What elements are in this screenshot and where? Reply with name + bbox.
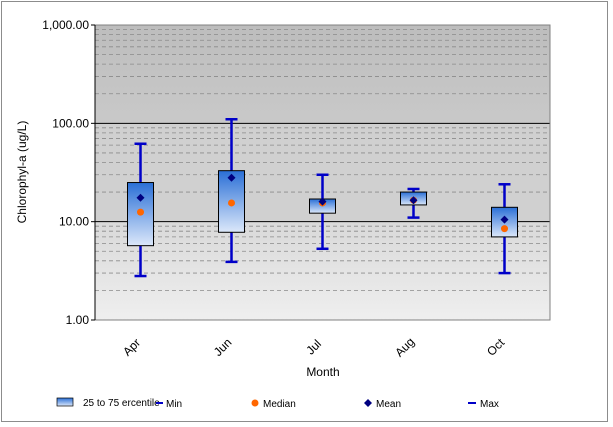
x-axis-ticks: Apr Jun Jul Aug Oct: [120, 335, 508, 360]
y-tick-label: 1.00: [66, 313, 90, 327]
mean-point: [136, 193, 145, 202]
y-axis-title: Chlorophyl-a (ug/L): [15, 121, 29, 224]
y-tick-label: 10.00: [59, 215, 89, 229]
mean-point: [500, 215, 509, 224]
legend-mean-label: Mean: [376, 399, 401, 410]
x-tick-label: Jun: [211, 335, 235, 359]
box-marks: [127, 118, 518, 278]
y-tick-label: 1,000.00: [42, 18, 89, 32]
x-tick-label: Jul: [303, 337, 324, 358]
y-axis-ticks: 1.00 10.00 100.00 1,000.00: [42, 18, 95, 327]
plot-band-upper: [95, 25, 550, 124]
legend-box-label: 25 to 75 ercentile: [83, 398, 160, 409]
x-tick-label: Apr: [120, 336, 143, 359]
median-point: [137, 208, 144, 216]
legend-mean-marker: [364, 399, 372, 407]
x-axis-title: Month: [306, 365, 339, 379]
x-tick-label: Oct: [484, 335, 508, 359]
legend-box-swatch: [56, 397, 74, 407]
legend-median-label: Median: [263, 399, 296, 410]
mean-point: [318, 197, 327, 206]
mean-point: [409, 196, 418, 205]
x-tick-label: Aug: [392, 335, 417, 360]
legend-max-label: Max: [480, 399, 499, 410]
legend: 25 to 75 ercentile Min Median Mean Max: [56, 397, 499, 410]
mean-point: [227, 173, 236, 182]
y-tick-label: 100.00: [52, 116, 89, 130]
median-point: [228, 199, 235, 207]
median-point: [501, 225, 508, 233]
legend-median-marker: [251, 399, 259, 407]
legend-min-label: Min: [166, 399, 182, 410]
plot-background: [95, 25, 550, 320]
